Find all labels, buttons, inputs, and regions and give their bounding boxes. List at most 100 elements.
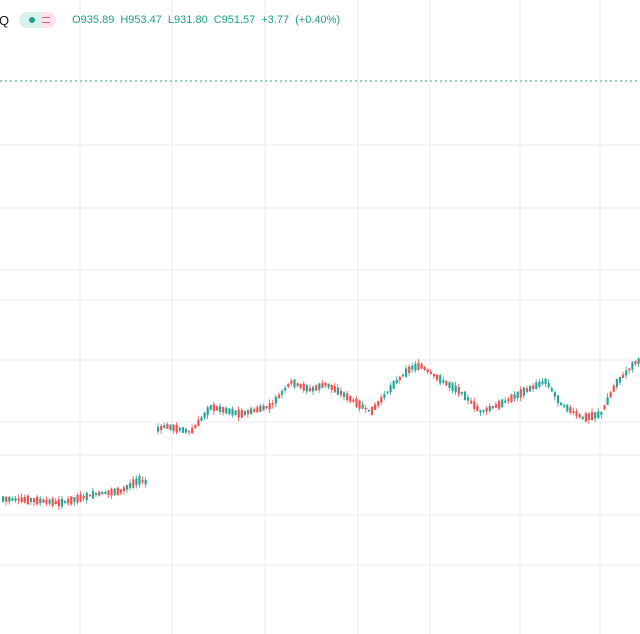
candle-body <box>129 482 132 488</box>
candle-body <box>209 405 212 410</box>
candle-body <box>212 404 215 411</box>
candle-body <box>411 365 414 370</box>
candle-body <box>544 378 547 384</box>
candle-body <box>631 362 634 370</box>
candle-body <box>615 379 618 388</box>
candle-body <box>48 499 51 504</box>
candle-body <box>64 501 67 503</box>
candle-body <box>383 394 386 398</box>
candle-body <box>20 497 23 502</box>
candle-body <box>386 391 389 394</box>
candle-body <box>157 426 160 432</box>
candle-body <box>39 498 42 504</box>
candle-body <box>498 400 501 409</box>
candle-body <box>327 383 330 388</box>
ohlc-legend: Q O935.89 H953.47 L931.80 C951.57 +3.77 … <box>0 10 346 30</box>
candle-body <box>460 392 463 394</box>
candle-body <box>532 385 535 389</box>
candle-body <box>547 382 550 388</box>
candle-body <box>364 407 367 410</box>
candle-body <box>556 395 560 404</box>
candle-body <box>476 405 479 411</box>
candle-body <box>79 494 82 502</box>
candle-body <box>603 405 606 410</box>
candle-body <box>277 394 281 399</box>
candle-body <box>454 385 457 393</box>
candle-body <box>451 383 454 391</box>
candle-body <box>426 369 429 373</box>
candle-body <box>339 390 343 396</box>
candle-body <box>160 425 163 431</box>
candle-body <box>355 398 358 407</box>
candle-body <box>8 497 11 502</box>
candle-body <box>85 492 88 501</box>
candle-body <box>222 407 225 413</box>
candle-body <box>184 429 188 433</box>
candle-body <box>178 427 181 431</box>
candle-body <box>203 412 206 418</box>
candle-body <box>346 393 349 401</box>
candle-body <box>256 407 259 413</box>
candle-body <box>5 496 8 502</box>
candle-body <box>324 382 327 386</box>
candle-body <box>26 495 29 505</box>
candle-body <box>491 406 494 409</box>
candle-body <box>234 410 237 415</box>
candle-body <box>358 400 361 409</box>
candle-body <box>408 366 411 373</box>
candle-body <box>395 379 398 384</box>
candle-body <box>119 489 122 493</box>
candle-body <box>60 499 64 507</box>
candle-body <box>417 363 420 371</box>
candle-body <box>95 493 98 495</box>
candle-body <box>367 409 370 412</box>
candle-body <box>569 407 572 413</box>
candle-body <box>563 405 566 407</box>
candle-body <box>116 487 119 496</box>
candle-body <box>370 406 374 416</box>
candle-body <box>141 480 144 483</box>
candle-body <box>485 407 488 412</box>
candle-body <box>529 385 532 392</box>
candle-body <box>361 404 364 409</box>
candle-body <box>231 408 234 416</box>
candle-body <box>45 499 48 504</box>
candle-body <box>584 413 587 422</box>
candle-body <box>479 410 482 413</box>
candle-body <box>377 401 380 406</box>
candle-body <box>429 371 432 374</box>
candle-body <box>501 399 504 408</box>
candle-body <box>91 491 95 499</box>
candle-body <box>470 400 473 404</box>
candle-body <box>265 406 268 409</box>
candle-body <box>420 364 423 369</box>
candle-body <box>271 403 274 405</box>
candle-body <box>284 387 287 391</box>
candle-body <box>494 404 498 408</box>
candle-body <box>98 491 101 496</box>
market-status-pill[interactable] <box>19 12 57 28</box>
candle-body <box>609 392 612 398</box>
candle-body <box>305 385 308 392</box>
candle-body <box>104 491 107 494</box>
candle-body <box>54 500 57 505</box>
candle-body <box>550 388 553 392</box>
candle-body <box>535 382 538 390</box>
candle-body <box>442 380 445 383</box>
legend-change: +3.77 <box>261 14 290 26</box>
symbol-name[interactable]: Q <box>0 12 10 28</box>
candle-body <box>219 406 222 413</box>
candle-body <box>622 374 625 378</box>
candle-body <box>436 374 439 380</box>
candle-body <box>519 389 522 398</box>
market-open-dot-icon <box>29 17 36 23</box>
candle-body <box>538 381 541 387</box>
candle-body <box>457 386 460 395</box>
candle-body <box>463 391 467 401</box>
candle-body <box>200 417 203 421</box>
candle-body <box>113 488 116 495</box>
candle-body <box>144 480 147 485</box>
